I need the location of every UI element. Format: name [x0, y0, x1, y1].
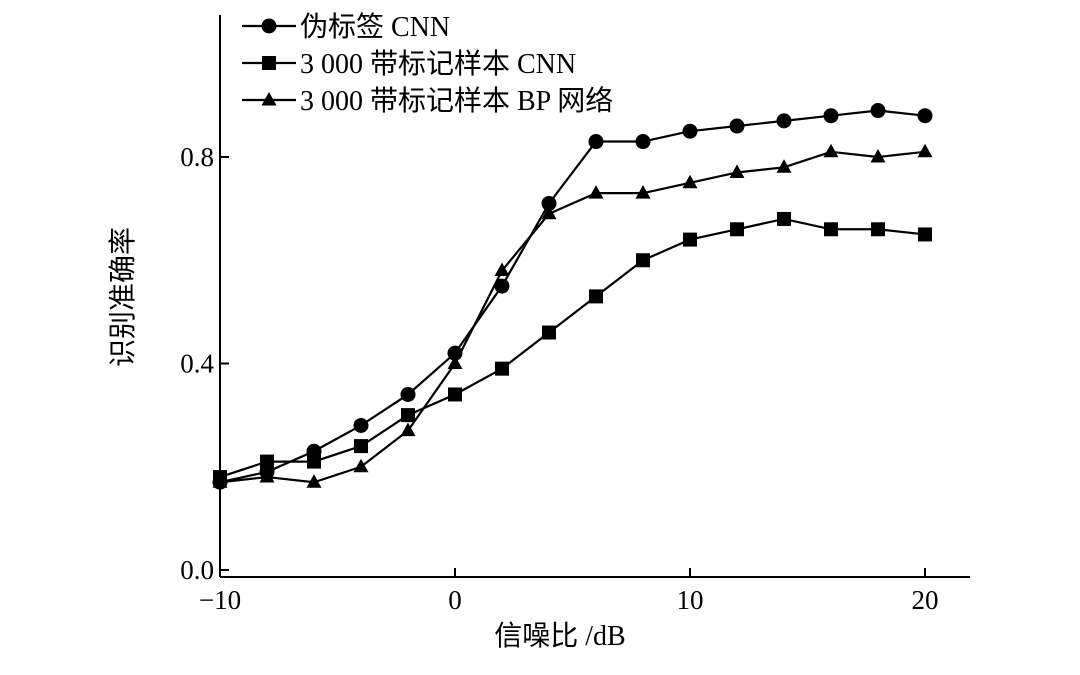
triangle-marker: [776, 159, 792, 173]
triangle-marker: [261, 91, 277, 106]
triangle-marker: [823, 143, 839, 158]
triangle-marker: [917, 143, 933, 158]
square-marker: [683, 232, 697, 247]
x-tick-label: −10: [199, 585, 241, 615]
square-marker: [260, 454, 274, 469]
series-square: [213, 211, 932, 485]
series-line: [219, 217, 926, 479]
square-marker: [871, 222, 885, 237]
square-marker: [542, 325, 556, 340]
x-tick-label: 10: [677, 585, 704, 615]
square-marker: [448, 387, 462, 402]
x-tick-label: 20: [912, 585, 939, 615]
square-marker: [824, 222, 838, 237]
series-group: [212, 103, 933, 490]
triangle-marker: [682, 174, 698, 189]
triangle-marker: [494, 262, 510, 277]
square-marker: [495, 361, 509, 376]
y-tick-label: 0.0: [180, 555, 214, 585]
circle-marker: [261, 18, 277, 34]
y-tick-label: 0.8: [180, 142, 214, 172]
circle-marker: [823, 108, 839, 124]
circle-marker: [494, 278, 510, 294]
y-axis-label: 识别准确率: [107, 227, 139, 367]
triangle-marker: [306, 474, 322, 488]
square-marker: [307, 454, 321, 469]
circle-marker: [870, 103, 886, 119]
legend-item: 3 000 带标记样本 CNN: [242, 48, 576, 80]
triangle-marker: [870, 148, 886, 163]
triangle-marker: [212, 474, 228, 488]
square-marker: [401, 408, 415, 423]
series-line: [219, 109, 926, 484]
triangle-marker: [400, 422, 416, 437]
circle-marker: [917, 108, 933, 124]
circle-marker: [400, 386, 416, 402]
triangle-marker: [447, 355, 463, 369]
legend-label: 3 000 带标记样本 CNN: [300, 48, 576, 80]
legend-label: 伪标签 CNN: [300, 11, 450, 43]
triangle-marker: [635, 185, 651, 199]
triangle-marker: [541, 205, 557, 220]
circle-marker: [588, 134, 604, 150]
triangle-marker: [353, 458, 369, 473]
triangle-marker: [729, 164, 745, 178]
series-circle: [212, 103, 933, 490]
square-marker: [918, 227, 932, 242]
circle-marker: [776, 113, 792, 129]
triangle-marker: [259, 469, 275, 483]
square-marker: [636, 253, 650, 268]
legend: 伪标签 CNN 3 000 带标记样本 CNN 3 000 带标记样本 BP 网络: [242, 11, 613, 117]
circle-marker: [682, 123, 698, 139]
circle-marker: [635, 134, 651, 150]
square-marker: [262, 56, 276, 70]
legend-item: 伪标签 CNN: [242, 11, 450, 43]
square-marker: [589, 289, 603, 304]
square-marker: [730, 222, 744, 237]
x-tick-label: 0: [448, 585, 462, 615]
series-triangle: [212, 143, 933, 488]
ticks: −10 0 10 20 0.0 0.4 0.8: [180, 142, 938, 615]
circle-marker: [541, 195, 557, 211]
circle-marker: [729, 118, 745, 134]
y-tick-label: 0.4: [180, 349, 214, 379]
x-axis-label: 信噪比 /dB: [494, 620, 625, 652]
circle-marker: [353, 417, 369, 433]
triangle-marker: [588, 185, 604, 199]
legend-item: 3 000 带标记样本 BP 网络: [242, 85, 613, 117]
square-marker: [354, 439, 368, 454]
legend-label: 3 000 带标记样本 BP 网络: [300, 85, 613, 117]
square-marker: [777, 211, 791, 226]
series-line: [219, 150, 926, 484]
